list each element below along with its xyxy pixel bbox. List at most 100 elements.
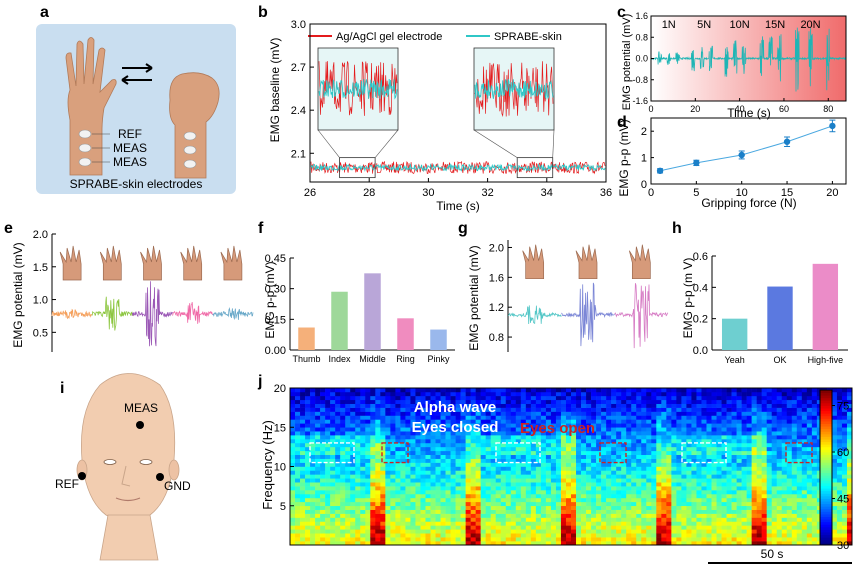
panel-j-cell — [601, 462, 607, 467]
panel-j-cell — [430, 391, 436, 397]
panel-j-cell — [455, 509, 461, 514]
panel-j-cell — [596, 442, 602, 448]
panel-j-cell — [796, 474, 803, 479]
panel-j-cell — [741, 482, 747, 487]
panel-j-cell — [370, 391, 376, 397]
panel-j-cell — [470, 407, 476, 412]
panel-j-cell — [400, 427, 406, 432]
panel-j-cell — [791, 395, 798, 401]
panel-j-cell — [681, 388, 687, 393]
panel-j-cell — [470, 431, 476, 436]
panel-j-cell — [345, 509, 351, 514]
panel-j-cell — [540, 478, 547, 483]
panel-j-cell — [410, 415, 416, 420]
panel-j-cell — [415, 501, 421, 507]
panel-j-cell — [696, 537, 702, 542]
panel-j-cell — [540, 482, 547, 487]
panel-j-cell — [656, 391, 662, 397]
panel-j-cell — [490, 509, 497, 514]
panel-j-cell — [691, 490, 697, 495]
panel-j-cell — [560, 525, 567, 530]
panel-j-cell — [535, 490, 542, 495]
panel-j-cell — [751, 478, 757, 483]
panel-j-colorbar-frame — [819, 389, 833, 546]
panel-j-cell — [726, 521, 732, 526]
panel-j-cell — [385, 446, 391, 452]
panel-j-cell — [545, 419, 552, 424]
panel-j-cell — [375, 478, 381, 483]
panel-j-cell — [766, 529, 773, 534]
panel-j-cell — [811, 391, 818, 397]
panel-j-cell — [641, 525, 647, 530]
panel-j-cell — [405, 419, 411, 424]
panel-j-cell — [510, 529, 517, 534]
panel-j-cell — [711, 533, 717, 538]
panel-j-colorbar-label: 30 — [837, 540, 849, 552]
panel-j-cell — [651, 497, 657, 503]
panel-d-ytick-label: 1 — [641, 153, 647, 165]
panel-j-cell — [435, 490, 441, 495]
panel-j-cell — [661, 509, 667, 514]
panel-j-cell — [430, 525, 436, 530]
panel-j-cell — [746, 513, 752, 518]
panel-j-colorbar-step — [820, 475, 832, 479]
panel-j-cell — [430, 458, 436, 463]
panel-j-cell — [581, 525, 587, 530]
panel-j-cell — [651, 407, 657, 412]
panel-j-cell — [530, 419, 537, 424]
panel-j-cell — [300, 497, 306, 503]
panel-j-cell — [756, 431, 762, 436]
panel-j-cell — [836, 501, 843, 507]
panel-j-cell — [661, 474, 667, 479]
panel-j-cell — [721, 529, 727, 534]
panel-j-cell — [360, 482, 366, 487]
panel-j-cell — [796, 541, 803, 546]
panel-j-cell — [315, 525, 321, 530]
panel-j-cell — [365, 513, 371, 518]
panel-j-cell — [796, 521, 803, 526]
panel-j-cell — [455, 505, 461, 510]
panel-j-cell — [771, 391, 778, 397]
panel-j-cell — [490, 450, 497, 456]
panel-j-cell — [746, 490, 752, 495]
panel-j-cell — [781, 541, 788, 546]
panel-j-cell — [325, 458, 331, 463]
panel-j-ytick-label: 5 — [280, 501, 286, 513]
panel-j-cell — [616, 525, 622, 530]
panel-j-cell — [616, 395, 622, 401]
panel-j-cell — [550, 399, 557, 404]
panel-j-cell — [626, 486, 632, 491]
panel-j-cell — [530, 513, 537, 518]
panel-j-cell — [525, 391, 532, 397]
panel-j-cell — [636, 415, 642, 420]
panel-c-annotation: 10N — [730, 19, 750, 31]
panel-j-cell — [651, 529, 657, 534]
panel-j-cell — [571, 403, 577, 408]
panel-j-cell — [596, 427, 602, 432]
panel-j-cell — [330, 450, 336, 456]
panel-j-cell — [395, 407, 401, 412]
panel-j-cell — [470, 486, 476, 491]
panel-j-cell — [515, 517, 522, 522]
panel-j-cell — [300, 482, 306, 487]
panel-j-cell — [646, 446, 652, 452]
panel-j-cell — [535, 505, 542, 510]
panel-j-cell — [776, 533, 783, 538]
panel-j-cell — [465, 486, 471, 491]
panel-j-cell — [485, 509, 492, 514]
panel-j-cell — [390, 474, 396, 479]
panel-j-cell — [656, 403, 662, 408]
panel-j-cell — [711, 391, 717, 397]
panel-j-cell — [736, 513, 742, 518]
panel-j-cell — [756, 435, 762, 440]
panel-j-cell — [475, 446, 481, 452]
panel-j-cell — [490, 388, 497, 393]
panel-j-cell — [686, 474, 692, 479]
panel-j-cell — [811, 537, 818, 542]
panel-j-cell — [846, 517, 853, 522]
panel-j-cell — [420, 419, 426, 424]
panel-j-cell — [696, 513, 702, 518]
panel-j-cell — [776, 442, 783, 448]
panel-j-cell — [671, 537, 677, 542]
panel-j-cell — [656, 454, 662, 459]
